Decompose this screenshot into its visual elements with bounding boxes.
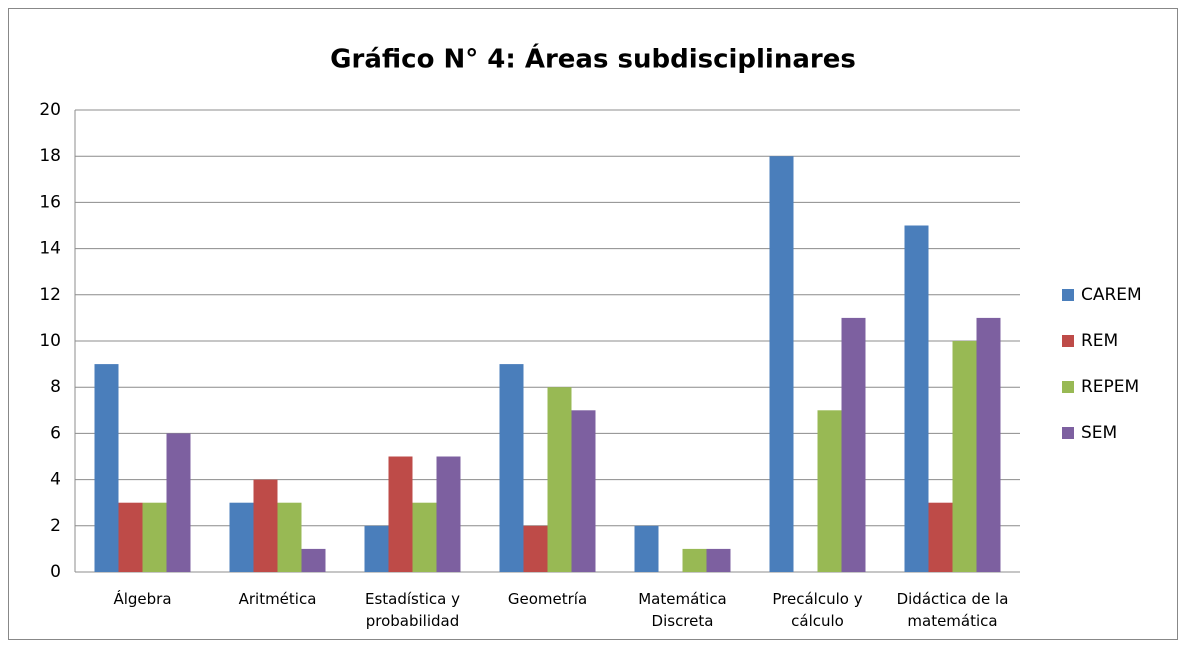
legend-swatch: [1062, 335, 1074, 347]
x-tick-label: Matemática Discreta: [638, 590, 727, 630]
y-tick-label: 16: [39, 192, 61, 212]
bar: [253, 479, 278, 572]
x-tick-label: Geometría: [507, 590, 588, 608]
bar: [571, 410, 596, 572]
x-tick-label: Precálculo y cálculo: [772, 590, 863, 630]
bar: [928, 502, 953, 572]
x-tick-label: Álgebra: [113, 590, 172, 608]
bar: [682, 548, 707, 572]
legend-label: SEM: [1081, 423, 1117, 443]
x-tick-label: Didáctica de la matemática: [896, 590, 1009, 630]
bar: [769, 156, 794, 572]
bar: [142, 502, 167, 572]
bar: [706, 548, 731, 572]
legend-label: CAREM: [1081, 285, 1142, 305]
bar: [817, 410, 842, 572]
y-tick-label: 10: [39, 331, 61, 351]
x-tick-label: Estadística y probabilidad: [364, 590, 460, 630]
x-tick-label: Aritmética: [238, 590, 317, 608]
bar: [904, 225, 929, 572]
bar: [634, 525, 659, 572]
legend-swatch: [1062, 427, 1074, 439]
bar: [523, 525, 548, 572]
y-tick-label: 2: [50, 516, 61, 536]
legend-swatch: [1062, 289, 1074, 301]
y-tick-label: 4: [50, 470, 61, 490]
bar: [952, 341, 977, 572]
bar: [499, 364, 524, 572]
bar: [229, 502, 254, 572]
bar: [841, 317, 866, 572]
legend-label: REPEM: [1081, 377, 1139, 397]
bar: [976, 317, 1001, 572]
bar: [277, 502, 302, 572]
bar: [166, 433, 191, 572]
bar: [118, 502, 143, 572]
y-tick-label: 14: [39, 239, 61, 259]
y-tick-label: 8: [50, 377, 61, 397]
bar: [436, 456, 461, 572]
y-tick-label: 0: [50, 562, 61, 582]
bar: [94, 364, 119, 572]
y-tick-label: 20: [39, 100, 61, 120]
chart-title: Gráfico N° 4: Áreas subdisciplinares: [330, 43, 856, 75]
bar: [412, 502, 437, 572]
bar: [364, 525, 389, 572]
bar: [547, 387, 572, 572]
y-tick-label: 12: [39, 285, 61, 305]
y-tick-label: 6: [50, 423, 61, 443]
legend-label: REM: [1081, 331, 1118, 351]
y-tick-label: 18: [39, 146, 61, 166]
bar: [388, 456, 413, 572]
legend-swatch: [1062, 381, 1074, 393]
bar: [301, 548, 326, 572]
